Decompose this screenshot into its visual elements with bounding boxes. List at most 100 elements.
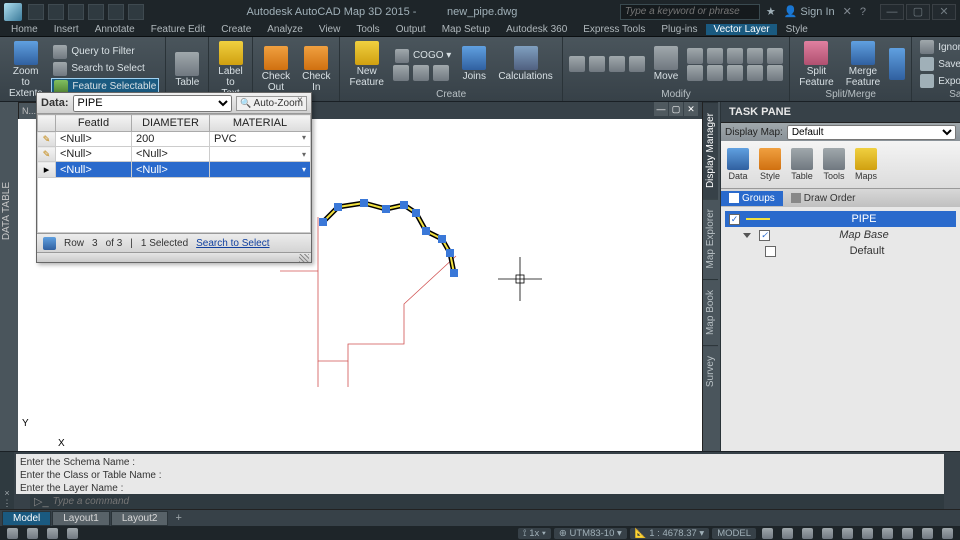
- row-header[interactable]: ✎: [38, 147, 56, 162]
- command-history[interactable]: Enter the Schema Name :Enter the Class o…: [16, 454, 944, 494]
- expand-icon[interactable]: [743, 233, 751, 238]
- ribbon-small-icon[interactable]: [609, 56, 625, 72]
- layout-tab-layout2[interactable]: Layout2: [111, 511, 169, 526]
- status-icon[interactable]: [842, 528, 853, 539]
- doc-restore-icon[interactable]: ▢: [669, 102, 683, 116]
- status-icon[interactable]: [822, 528, 833, 539]
- layer-checkbox[interactable]: ✓: [729, 214, 740, 225]
- table-cell[interactable]: <Null>: [132, 162, 210, 178]
- layer-item[interactable]: ✓Map Base: [725, 227, 956, 243]
- table-row[interactable]: ✎<Null>200PVC ▾: [38, 132, 311, 147]
- resize-grip-icon[interactable]: [299, 254, 309, 262]
- star-icon[interactable]: ★: [766, 5, 776, 18]
- layer-checkbox[interactable]: [765, 246, 776, 257]
- scale-indicator[interactable]: ⟟ 1x ▾: [518, 528, 551, 539]
- app-logo[interactable]: [4, 3, 22, 21]
- ribbon-small-icon[interactable]: [569, 56, 585, 72]
- table-cell[interactable]: ▾: [210, 162, 311, 178]
- ribbon-tab-annotate[interactable]: Annotate: [88, 24, 142, 35]
- status-icon[interactable]: [762, 528, 773, 539]
- ribbon-tab-home[interactable]: Home: [4, 24, 45, 35]
- table-row[interactable]: ✎<Null><Null> ▾: [38, 147, 311, 162]
- table-cell[interactable]: <Null>: [132, 147, 210, 162]
- column-header[interactable]: [38, 115, 56, 132]
- ribbon-tab-express-tools[interactable]: Express Tools: [576, 24, 652, 35]
- ribbon-small-icon[interactable]: [687, 65, 703, 81]
- status-icon[interactable]: [802, 528, 813, 539]
- coord-readout[interactable]: 📐 1 : 4678.37 ▾: [630, 528, 709, 539]
- query-to-filter-button[interactable]: Query to Filter: [51, 44, 159, 60]
- ribbon-small-icon[interactable]: [707, 65, 723, 81]
- search-to-select-link[interactable]: Search to Select: [196, 238, 269, 249]
- status-icon[interactable]: [902, 528, 913, 539]
- table-button[interactable]: Table: [172, 51, 202, 89]
- column-header[interactable]: FeatId: [56, 115, 132, 132]
- move-button[interactable]: Move: [651, 45, 681, 83]
- qat-save-icon[interactable]: [68, 4, 84, 20]
- task-tab-map-explorer[interactable]: Map Explorer: [703, 198, 718, 278]
- ribbon-tab-insert[interactable]: Insert: [47, 24, 86, 35]
- ribbon-tab-map-setup[interactable]: Map Setup: [435, 24, 497, 35]
- merge-feature-button[interactable]: MergeFeature: [843, 40, 883, 89]
- task-tab-display-manager[interactable]: Display Manager: [703, 102, 718, 198]
- table-cell[interactable]: <Null>: [56, 132, 132, 147]
- table-cell[interactable]: <Null>: [56, 162, 132, 178]
- minimize-button[interactable]: —: [880, 4, 904, 20]
- task-tool-maps[interactable]: Maps: [855, 148, 877, 181]
- qat-open-icon[interactable]: [48, 4, 64, 20]
- sign-in-button[interactable]: Sign In: [784, 5, 835, 18]
- ribbon-small-icon[interactable]: [433, 65, 449, 81]
- coord-system[interactable]: ⊕ UTM83-10 ▾: [554, 528, 627, 539]
- layout-tab-layout1[interactable]: Layout1: [52, 511, 110, 526]
- ribbon-tab-analyze[interactable]: Analyze: [260, 24, 310, 35]
- close-button[interactable]: ✕: [932, 4, 956, 20]
- search-to-select-button[interactable]: Search to Select: [51, 61, 159, 77]
- export-to-sdf-button[interactable]: Export to SDF: [918, 73, 960, 89]
- task-tab-map-book[interactable]: Map Book: [703, 279, 718, 345]
- qat-redo-icon[interactable]: [108, 4, 124, 20]
- cmd-handle-icon[interactable]: ⋮: [0, 498, 14, 509]
- check-out-button[interactable]: CheckOut: [259, 45, 293, 94]
- ribbon-tab-style[interactable]: Style: [779, 24, 815, 35]
- ribbon-tab-view[interactable]: View: [312, 24, 348, 35]
- table-cell[interactable]: <Null>: [56, 147, 132, 162]
- status-icon[interactable]: [67, 528, 78, 539]
- status-icon[interactable]: [922, 528, 933, 539]
- ribbon-small-icon[interactable]: [413, 65, 429, 81]
- ribbon-small-icon[interactable]: [889, 48, 905, 80]
- ribbon-tab-create[interactable]: Create: [214, 24, 258, 35]
- layer-checkbox[interactable]: ✓: [759, 230, 770, 241]
- row-header[interactable]: ▸: [38, 162, 56, 178]
- status-icon[interactable]: [942, 528, 953, 539]
- table-cell[interactable]: ▾: [210, 147, 311, 162]
- layout-tab-model[interactable]: Model: [2, 511, 51, 526]
- data-table-close-icon[interactable]: ×: [297, 95, 309, 107]
- groups-button[interactable]: Groups: [721, 191, 783, 206]
- status-icon[interactable]: [782, 528, 793, 539]
- new-feature-button[interactable]: NewFeature: [346, 40, 386, 89]
- status-icon[interactable]: [27, 528, 38, 539]
- cogo-▾-button[interactable]: COGO ▾: [393, 48, 453, 64]
- task-tool-table[interactable]: Table: [791, 148, 813, 181]
- ribbon-small-icon[interactable]: [767, 65, 783, 81]
- data-table-resize-bar[interactable]: [37, 252, 311, 262]
- cmd-close-icon[interactable]: ×: [0, 488, 14, 498]
- table-cell[interactable]: PVC ▾: [210, 132, 311, 147]
- display-map-select[interactable]: Default: [787, 125, 956, 140]
- ribbon-small-icon[interactable]: [727, 48, 743, 64]
- column-header[interactable]: DIAMETER: [132, 115, 210, 132]
- qat-undo-icon[interactable]: [88, 4, 104, 20]
- ribbon-small-icon[interactable]: [393, 65, 409, 81]
- check-in-button[interactable]: CheckIn: [299, 45, 333, 94]
- footer-tool-icon[interactable]: [43, 237, 56, 250]
- doc-close-icon[interactable]: ✕: [684, 102, 698, 116]
- status-icon[interactable]: [862, 528, 873, 539]
- save-layer-button[interactable]: Save Layer: [918, 56, 960, 72]
- calculations-button[interactable]: Calculations: [495, 45, 555, 83]
- ribbon-small-icon[interactable]: [747, 48, 763, 64]
- maximize-button[interactable]: ▢: [906, 4, 930, 20]
- status-icon[interactable]: [47, 528, 58, 539]
- help-icon[interactable]: ?: [860, 6, 866, 18]
- data-table-tab[interactable]: DATA TABLE: [1, 182, 12, 240]
- task-tool-data[interactable]: Data: [727, 148, 749, 181]
